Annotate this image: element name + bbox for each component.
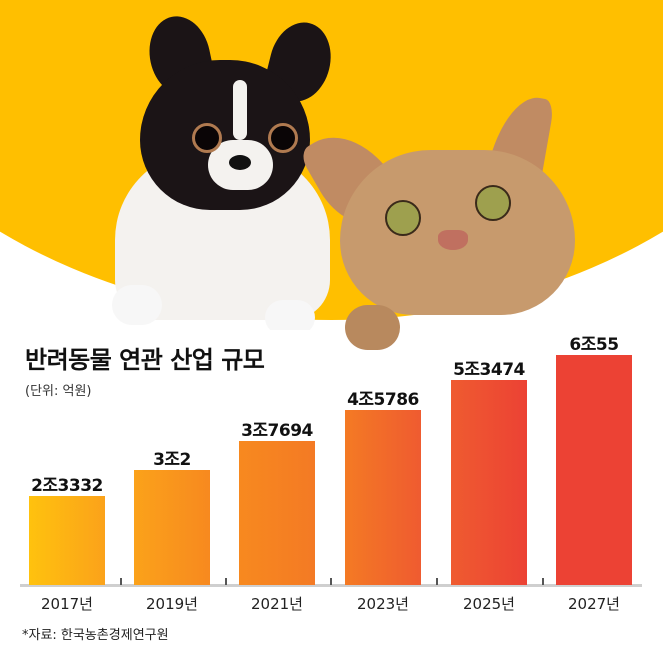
cat-paw <box>345 305 400 350</box>
bar-value-label: 3조2 <box>153 450 191 470</box>
chart-title: 반려동물 연관 산업 규모 <box>25 346 265 374</box>
dog-paw-left <box>112 285 162 325</box>
dog-blaze <box>233 80 247 140</box>
x-axis-tick <box>542 578 544 585</box>
x-axis <box>20 584 642 587</box>
x-axis-tick <box>436 578 438 585</box>
dog-paw-right <box>265 300 315 330</box>
x-axis-label: 2021년 <box>251 595 303 613</box>
x-axis-label: 2023년 <box>357 595 409 613</box>
x-axis-label: 2027년 <box>568 595 620 613</box>
cat-eye-right <box>475 185 511 221</box>
bar-2025년 <box>451 380 527 585</box>
bar-value-label: 4조5786 <box>347 390 419 410</box>
dog-eye-right <box>268 123 298 153</box>
chart-unit: (단위: 억원) <box>25 384 92 399</box>
bar-2021년 <box>239 441 315 585</box>
bar-value-label: 3조7694 <box>241 421 313 441</box>
x-axis-label: 2025년 <box>463 595 515 613</box>
x-axis-label: 2017년 <box>41 595 93 613</box>
dog-nose <box>229 155 251 170</box>
bar-2023년 <box>345 410 421 585</box>
bar-value-label: 2조3332 <box>31 476 103 496</box>
x-axis-tick <box>120 578 122 585</box>
dog-eye-left <box>192 123 222 153</box>
x-axis-tick <box>225 578 227 585</box>
bar-2017년 <box>29 496 105 585</box>
source-note: *자료: 한국농촌경제연구원 <box>22 628 169 643</box>
bar-value-label: 6조55 <box>569 335 619 355</box>
bar-value-label: 5조3474 <box>453 360 525 380</box>
cat-eye-left <box>385 200 421 236</box>
cat-nose <box>438 230 468 250</box>
banner <box>0 0 663 330</box>
bar-2027년 <box>556 355 632 585</box>
x-axis-label: 2019년 <box>146 595 198 613</box>
bar-2019년 <box>134 470 210 585</box>
x-axis-tick <box>330 578 332 585</box>
